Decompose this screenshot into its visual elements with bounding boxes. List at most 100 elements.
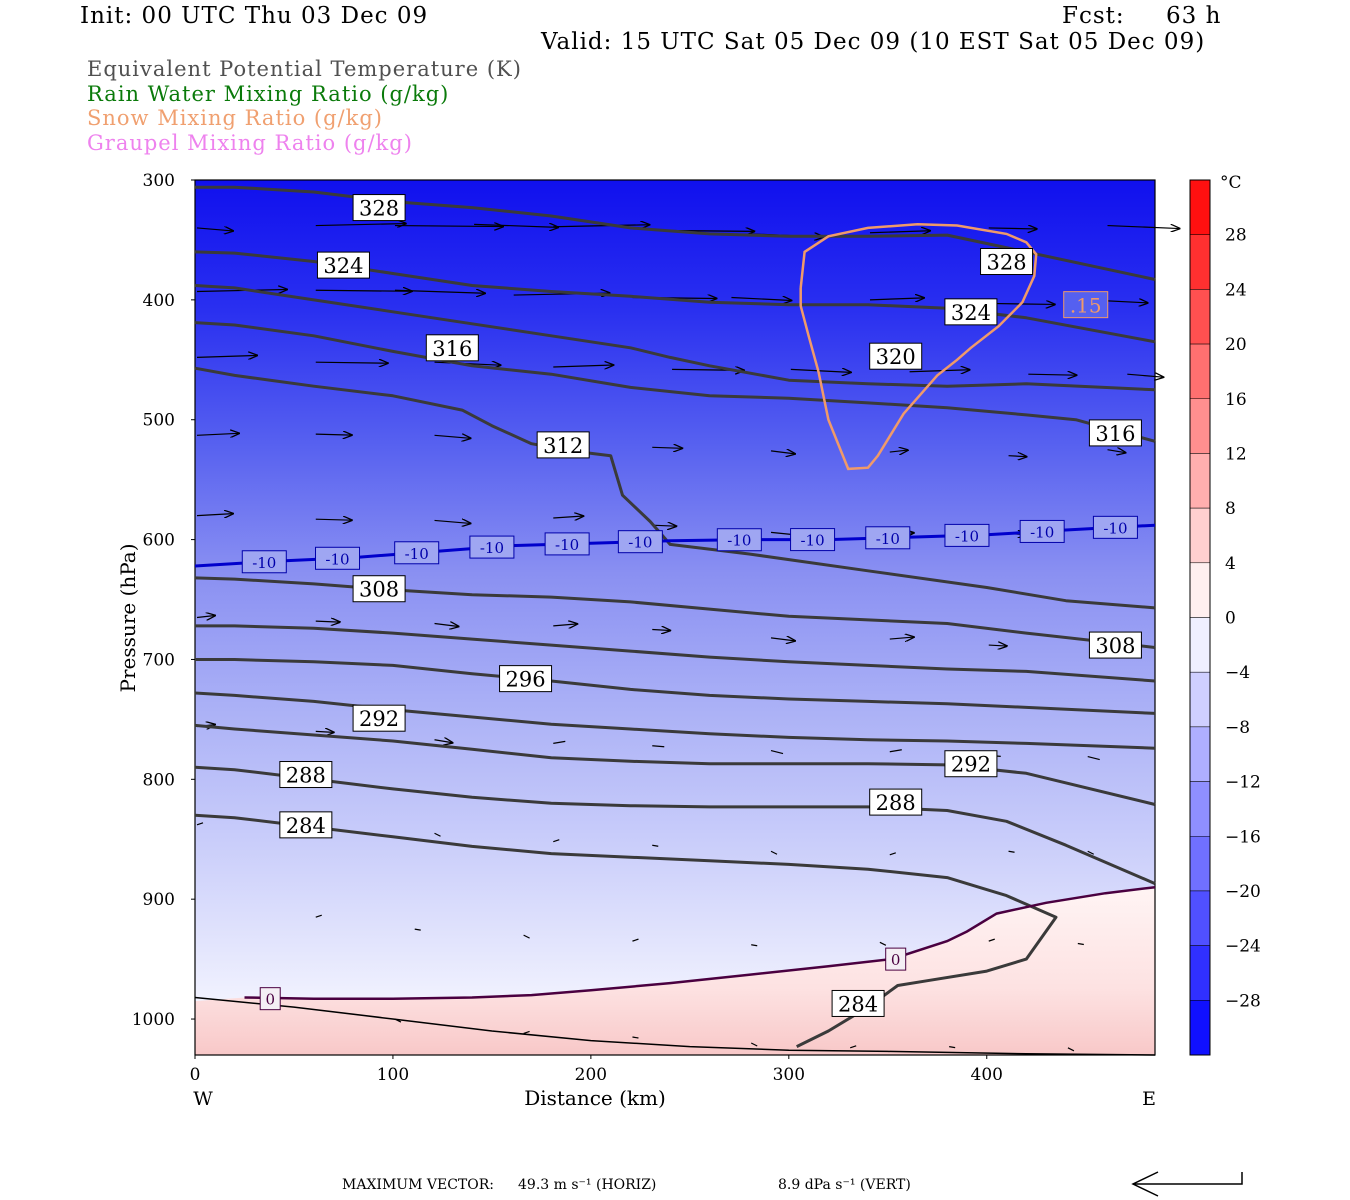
y-tick-label: 600 — [143, 531, 175, 551]
wind-vector — [434, 520, 471, 523]
wind-vector — [731, 297, 791, 300]
wind-vector — [889, 450, 908, 452]
wind-vector — [523, 934, 530, 939]
theta-e-label: 316 — [432, 337, 472, 361]
wind-vector — [315, 914, 322, 918]
theta-e-contour-300 — [195, 624, 1156, 683]
x-tick-label: 200 — [575, 1065, 607, 1085]
west-label: W — [193, 1088, 213, 1110]
colorbar-label: 4 — [1225, 554, 1236, 574]
theta-e-label: 288 — [876, 791, 916, 815]
wind-vector — [434, 832, 441, 837]
theta-e-label-box — [279, 761, 333, 789]
y-tick-label: 900 — [143, 890, 175, 910]
wind-vector — [315, 362, 388, 363]
wind-vector — [196, 616, 215, 618]
theta-e-label: 316 — [1095, 422, 1135, 446]
isotherm-minus10-label-box — [790, 528, 836, 552]
wind-vector — [1107, 450, 1126, 453]
wind-vector — [434, 435, 471, 438]
wind-vector — [1067, 1047, 1075, 1052]
init-time: Init: 00 UTC Thu 03 Dec 09 — [80, 3, 429, 29]
wind-vector — [1127, 374, 1163, 377]
x-tick-label: 100 — [377, 1065, 409, 1085]
reference-vector-head — [1131, 1171, 1159, 1197]
isotherm-minus10-label-box — [944, 523, 990, 547]
colorbar-label: −16 — [1225, 827, 1261, 847]
colorbar-segment — [1189, 890, 1211, 946]
wind-vector — [315, 434, 352, 435]
y-tick-label: 1000 — [132, 1010, 175, 1030]
legend-rain-water-mixing-ratio: Rain Water Mixing Ratio (g/kg) — [87, 82, 450, 106]
wind-vector — [553, 365, 613, 367]
x-tick-label: 300 — [773, 1065, 805, 1085]
theta-e-label-box — [352, 194, 406, 222]
theta-e-contour-312 — [194, 366, 1156, 610]
wind-vector — [196, 433, 239, 435]
wind-vector — [949, 1046, 956, 1049]
wind-vector — [652, 629, 670, 630]
isotherm-minus10-label-box — [1092, 515, 1138, 539]
wind-vector — [652, 447, 682, 448]
theta-e-label-box — [1088, 631, 1142, 659]
colorbar-label: −20 — [1225, 882, 1261, 902]
colorbar-label: −24 — [1225, 937, 1261, 957]
theta-e-label-box — [279, 811, 333, 839]
max-vector-vert: 8.9 dPa s⁻¹ (VERT) — [778, 1177, 911, 1193]
wind-vector — [553, 516, 583, 518]
theta-e-label: 292 — [359, 707, 399, 731]
wind-vector — [988, 645, 1007, 646]
max-vector-horiz: 49.3 m s⁻¹ (HORIZ) — [518, 1177, 657, 1193]
theta-e-contour-328 — [195, 185, 1156, 281]
theta-e-label: 284 — [838, 992, 878, 1016]
wind-vector — [394, 290, 485, 293]
colorbar-segment — [1189, 398, 1211, 454]
theta-e-label-box — [980, 248, 1034, 276]
wind-vector — [869, 231, 930, 233]
wind-vector — [652, 525, 676, 526]
legend-snow-mixing-ratio: Snow Mixing Ratio (g/kg) — [87, 106, 383, 130]
isotherm-minus10-label-box — [716, 528, 762, 552]
wind-vector — [315, 290, 412, 291]
colorbar-segment — [1189, 289, 1211, 345]
x-tick-label: 400 — [971, 1065, 1003, 1085]
colorbar-label: −4 — [1225, 663, 1250, 683]
theta-e-label: 320 — [876, 345, 916, 369]
theta-e-label: 324 — [323, 254, 363, 278]
wind-vector — [474, 224, 558, 227]
isotherm-zero-label: 0 — [265, 991, 275, 1009]
y-tick-label: 500 — [143, 411, 175, 431]
colorbar-label: 8 — [1225, 499, 1236, 519]
isotherm-minus10-label: -10 — [955, 527, 979, 545]
isotherm-minus10-label-box — [865, 526, 911, 550]
colorbar-label: 16 — [1225, 390, 1247, 410]
wind-vector — [315, 224, 406, 226]
wind-vector — [889, 852, 896, 856]
theta-e-label-box — [944, 750, 998, 778]
isotherm-minus10-label: -10 — [800, 532, 824, 550]
colorbar-label: 0 — [1225, 609, 1236, 629]
theta-e-label: 292 — [951, 753, 991, 777]
isotherm-minus10-label: -10 — [1103, 519, 1127, 537]
wind-vector — [889, 637, 914, 639]
wind-vector — [434, 740, 453, 743]
colorbar-frame — [1189, 179, 1211, 1056]
theta-e-label: 308 — [1095, 634, 1135, 658]
x-axis-title: Distance (km) — [524, 1086, 666, 1110]
wind-vector — [652, 745, 665, 748]
isotherm-minus10-label: -10 — [876, 530, 900, 548]
theta-e-label-box — [425, 334, 479, 362]
colorbar-segment — [1189, 671, 1211, 728]
theta-e-label: 284 — [286, 814, 326, 838]
theta-e-label-box — [316, 251, 370, 279]
theta-e-label-box — [944, 298, 998, 326]
temperature-shading — [195, 180, 1155, 1055]
theta-e-label: 324 — [951, 301, 991, 325]
y-tick-label: 400 — [143, 291, 175, 311]
theta-e-label: 328 — [986, 251, 1026, 275]
colorbar-label: −12 — [1225, 773, 1261, 793]
colorbar-label: 12 — [1225, 444, 1247, 464]
wind-vector — [1028, 374, 1076, 375]
colorbar-segment — [1189, 1000, 1211, 1056]
